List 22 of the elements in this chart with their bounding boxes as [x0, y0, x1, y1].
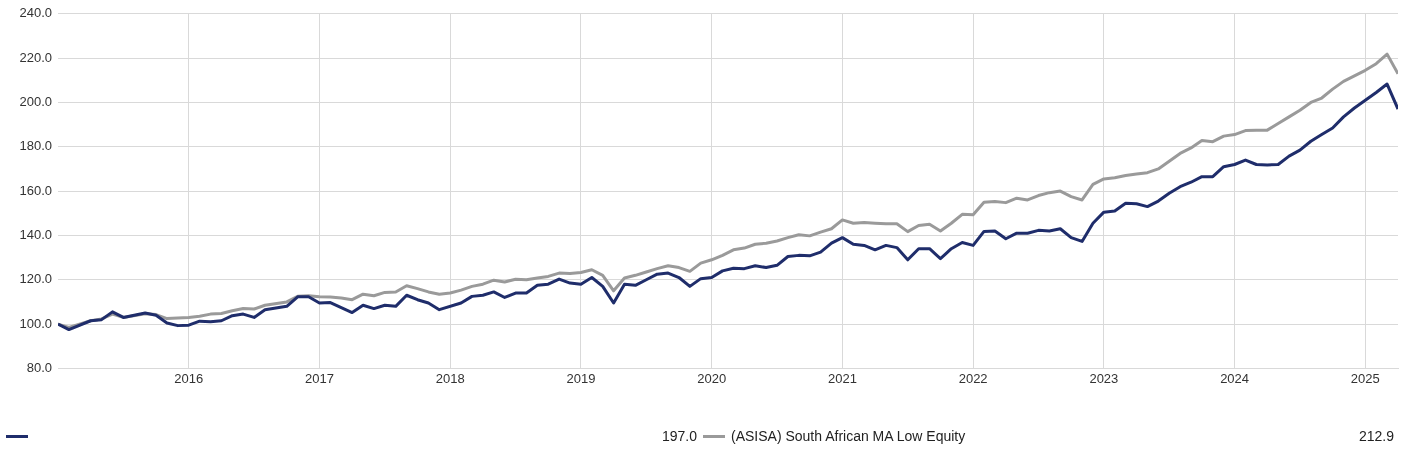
y-tick-label: 180.0	[19, 138, 52, 154]
text: 212.9	[1358, 428, 1394, 444]
y-tick-label: 140.0	[19, 227, 52, 242]
x-tick-label: 2021	[827, 370, 857, 386]
text: 197.0	[661, 428, 697, 444]
y-tick-label: 100.0	[19, 315, 52, 331]
x-tick-label: 2020	[697, 370, 727, 386]
x-tick-label: 2023	[1089, 370, 1119, 386]
x-tick-label: 2025	[1350, 370, 1380, 386]
y-tick-label: 120.0	[19, 271, 52, 287]
x-tick-label: 2022	[958, 370, 988, 386]
x-tick-label: 2019	[566, 370, 596, 386]
y-tick-label: 80.0	[26, 359, 52, 375]
y-tick-label: 240.0	[19, 5, 52, 21]
y-tick-label: 220.0	[19, 49, 52, 65]
x-tick-label: 2017	[305, 370, 334, 386]
x-tick-label: 2018	[435, 370, 465, 386]
x-tick-label: 2016	[174, 370, 204, 386]
y-tick-label: 160.0	[19, 182, 52, 198]
y-tick-label: 200.0	[19, 94, 52, 110]
legend-label: (ASISA) South African MA Low Equity	[731, 428, 967, 444]
x-tick-label: 2024	[1220, 370, 1250, 386]
